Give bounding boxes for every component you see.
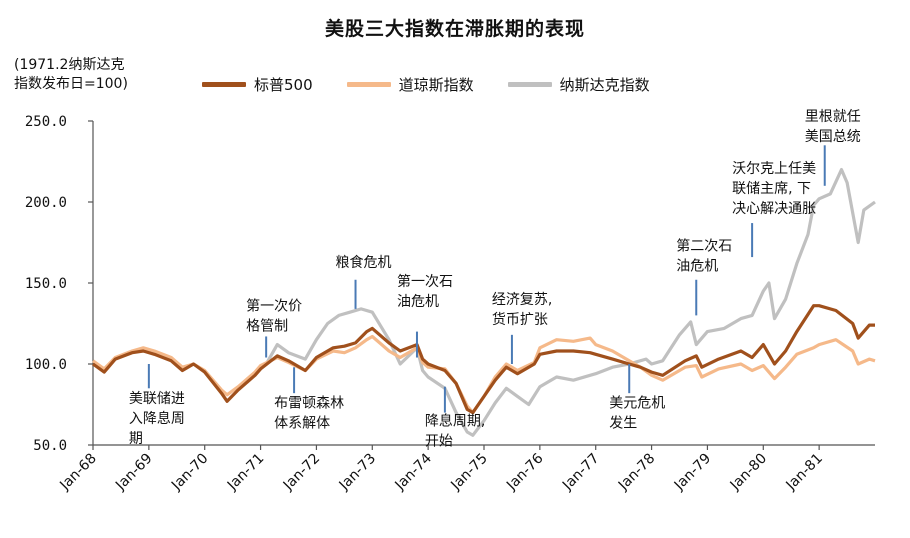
annotation-text: 美联储进 [129, 391, 185, 407]
x-tick-label: Jan-70 [168, 451, 211, 494]
x-tick-label: Jan-79 [671, 451, 714, 494]
annotation-text: 体系解体 [274, 416, 330, 432]
legend-item-sp500: 标普500 [202, 74, 313, 95]
y-tick-label: 250.0 [25, 114, 67, 130]
chart-title: 美股三大指数在滞胀期的表现 [324, 18, 585, 40]
annotation-text: 入降息周 [129, 410, 185, 427]
y-tick-label: 100.0 [25, 357, 67, 373]
legend-label-sp500: 标普500 [254, 76, 313, 94]
annotation-text: 联储主席, 下 [732, 181, 811, 197]
legend-label-dow: 道琼斯指数 [398, 76, 474, 94]
annotation-text: 沃尔克上任美 [732, 161, 816, 177]
series-line-sp500 [92, 304, 875, 415]
x-tick-label: Jan-77 [559, 451, 602, 494]
annotation-text: 里根就任 [805, 109, 861, 125]
annotation-text: 决心解决通胀 [732, 201, 816, 217]
y-tick-label: 200.0 [25, 195, 67, 211]
unit-note: (1971.2纳斯达克 指数发布日=100) [14, 56, 128, 94]
annotation-text: 粮食危机 [336, 254, 392, 271]
y-tick-label: 150.0 [25, 276, 67, 292]
x-tick-label: Jan-71 [224, 451, 267, 494]
annotation-text: 第一次石 [397, 273, 453, 290]
annotation-text: 货币扩张 [492, 311, 548, 328]
legend-swatch-sp500 [202, 82, 246, 87]
annotation-text: 布雷顿森林 [274, 396, 344, 412]
y-tick-label: 50.0 [33, 438, 67, 454]
legend-item-dow: 道琼斯指数 [346, 74, 474, 95]
series-line-nasdaq [264, 168, 876, 437]
legend-swatch-nasdaq [507, 82, 552, 87]
x-tick-label: Jan-69 [112, 451, 155, 494]
legend: 标普500 道琼斯指数 纳斯达克指数 [202, 74, 650, 95]
annotation-text: 油危机 [676, 259, 718, 275]
annotation-text: 开始 [425, 434, 453, 450]
annotation-text: 第二次石 [676, 238, 732, 255]
annotation-text: 格管制 [246, 319, 288, 335]
x-tick-label: Jan-75 [447, 451, 490, 494]
x-tick-label: Jan-68 [56, 451, 99, 494]
x-tick-label: Jan-81 [783, 451, 826, 494]
x-tick-label: Jan-80 [727, 451, 770, 494]
legend-swatch-dow [346, 82, 391, 87]
series-line-dow [92, 334, 876, 415]
x-tick-label: Jan-72 [280, 451, 323, 494]
x-tick-label: Jan-78 [615, 451, 658, 494]
unit-note-line-1: (1971.2纳斯达克 [14, 57, 125, 73]
unit-note-line-2: 指数发布日=100) [14, 76, 128, 92]
x-tick-label: Jan-76 [503, 450, 547, 494]
annotation-text: 降息周期, [425, 413, 485, 430]
annotation-text: 期 [129, 431, 143, 447]
annotation-text: 经济复苏, [492, 291, 552, 308]
legend-label-nasdaq: 纳斯达克指数 [559, 76, 650, 94]
annotation-text: 油危机 [397, 294, 439, 310]
annotation-text: 美国总统 [805, 129, 861, 145]
legend-item-nasdaq: 纳斯达克指数 [507, 74, 650, 95]
x-tick-label: Jan-74 [392, 450, 436, 494]
annotation-text: 发生 [609, 416, 637, 432]
annotation-text: 美元危机 [609, 396, 665, 412]
x-tick-label: Jan-73 [336, 451, 379, 494]
annotation-text: 第一次价 [246, 298, 302, 315]
